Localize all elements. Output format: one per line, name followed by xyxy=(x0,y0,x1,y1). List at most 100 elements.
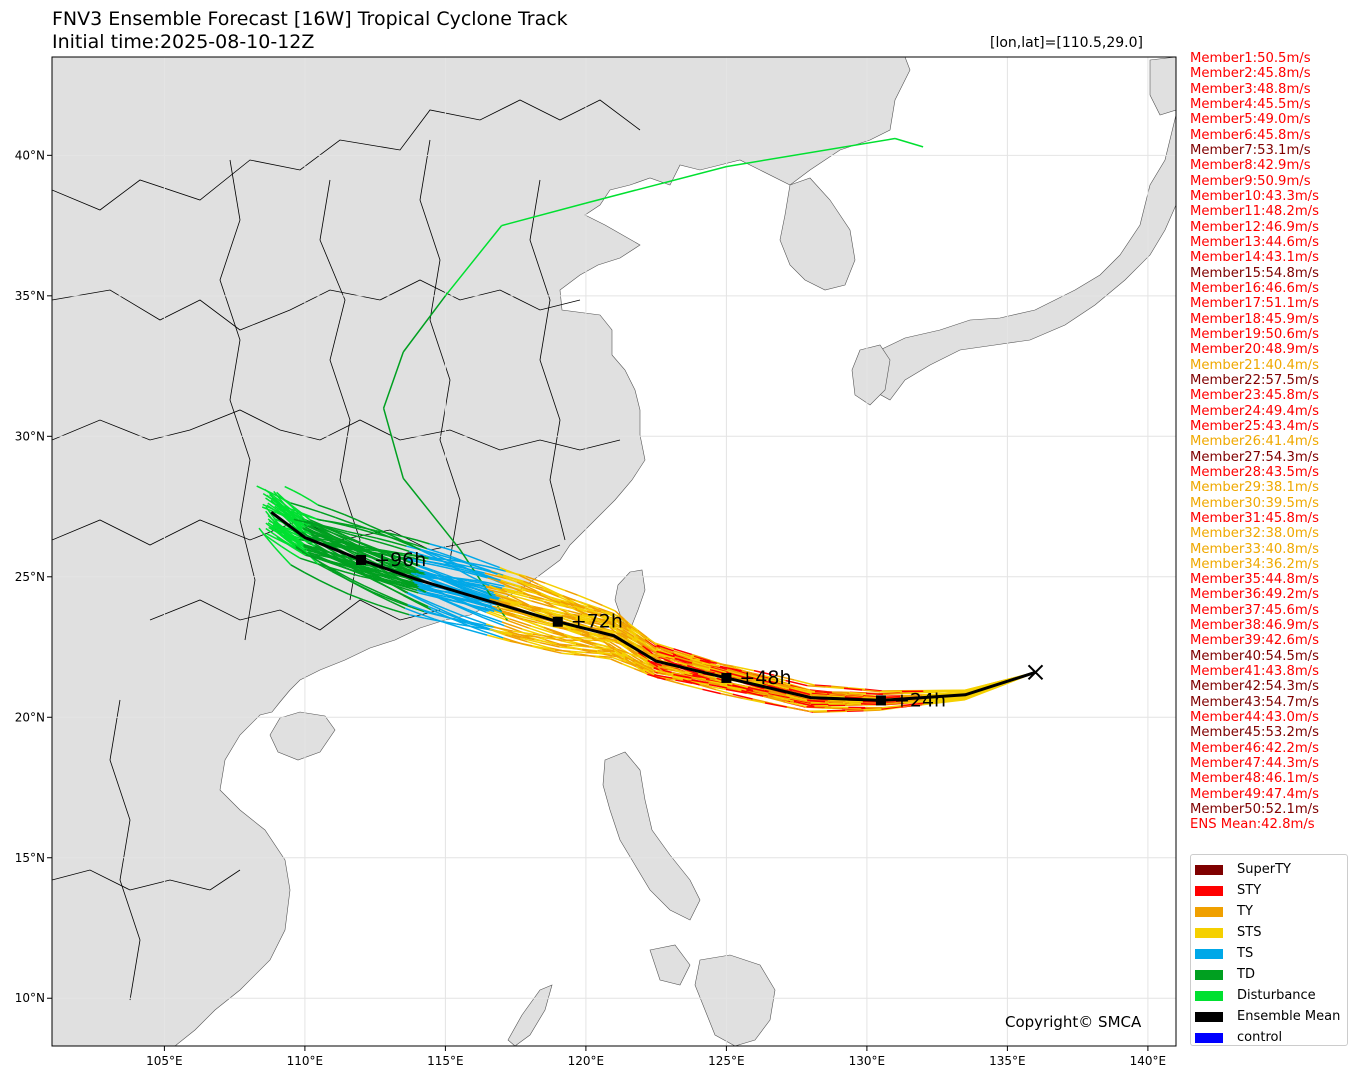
member-track-segment xyxy=(426,547,440,554)
lat-tick-label: 30°N xyxy=(15,429,45,443)
member-track-segment xyxy=(406,559,421,567)
member-track-segment xyxy=(575,643,590,648)
member-intensity-item: Member20:48.9m/s xyxy=(1190,342,1319,358)
legend-label: Disturbance xyxy=(1237,988,1316,1003)
member-track-segment xyxy=(773,695,795,703)
member-track-segment xyxy=(439,559,456,566)
member-track-segment xyxy=(431,592,447,598)
member-track-segment xyxy=(624,621,638,632)
member-track-segment xyxy=(588,632,604,638)
member-track-segment xyxy=(280,529,289,536)
member-intensity-item: Member31:45.8m/s xyxy=(1190,510,1319,526)
member-track-segment xyxy=(319,511,336,519)
member-track-segment xyxy=(923,700,945,705)
forecast-hour-label: +72h xyxy=(571,611,623,633)
member-track-segment xyxy=(335,529,351,536)
member-track-segment xyxy=(405,591,421,601)
member-track-segment xyxy=(383,550,399,556)
member-track-segment xyxy=(656,650,675,658)
member-track-segment xyxy=(332,532,349,542)
member-track-segment xyxy=(305,526,320,535)
member-track-segment xyxy=(256,485,266,491)
member-track-segment xyxy=(465,603,487,613)
member-track-segment xyxy=(338,545,355,556)
member-track-segment xyxy=(348,593,364,601)
member-track-segment xyxy=(543,598,565,606)
member-track-segment xyxy=(447,581,463,589)
legend-swatch xyxy=(1195,1032,1223,1043)
member-track-segment xyxy=(502,587,524,594)
member-track-segment xyxy=(343,566,359,574)
member-intensity-item: Member26:41.4m/s xyxy=(1190,434,1319,450)
member-track-segment xyxy=(654,651,673,658)
member-track-segment xyxy=(682,678,700,686)
member-track-segment xyxy=(611,656,622,662)
member-intensity-item: Member8:42.9m/s xyxy=(1190,158,1311,174)
member-track-segment xyxy=(637,653,649,662)
gridlines xyxy=(52,57,1176,1046)
member-track-segment xyxy=(790,687,812,695)
member-track-segment xyxy=(424,554,440,561)
member-track-segment xyxy=(581,648,598,653)
member-track-segment xyxy=(264,489,274,495)
member-track-segment xyxy=(281,504,291,514)
member-track-segment xyxy=(579,640,594,646)
member-track-segment xyxy=(299,513,310,518)
member-track-segment xyxy=(316,556,332,563)
member-track-segment xyxy=(387,580,403,587)
member-track-segment xyxy=(467,554,481,562)
member-track-segment xyxy=(480,614,503,623)
member-track-segment xyxy=(807,699,826,703)
member-track-segment xyxy=(265,522,275,531)
member-track-segment xyxy=(522,580,544,590)
member-track-segment xyxy=(632,658,645,666)
initial-time: Initial time:2025-08-10-12Z xyxy=(52,31,315,53)
member-track-segment xyxy=(320,553,335,560)
member-track-segment xyxy=(585,165,727,204)
member-track-segment xyxy=(416,602,432,611)
member-track-segment xyxy=(393,609,410,616)
member-intensity-item: Member4:45.5m/s xyxy=(1190,96,1311,112)
member-track-segment xyxy=(691,653,711,662)
member-track-segment xyxy=(655,646,675,654)
member-track-segment xyxy=(692,664,711,671)
legend-item: TY xyxy=(1191,901,1347,922)
member-intensity-item: Member35:44.8m/s xyxy=(1190,572,1319,588)
member-track-segment xyxy=(375,555,390,563)
member-track-segment xyxy=(317,525,334,534)
member-track-segment xyxy=(351,547,366,552)
member-track-segment xyxy=(863,708,882,711)
member-track-segment xyxy=(784,700,807,708)
member-track-segment xyxy=(831,691,849,694)
member-track-segment xyxy=(301,529,312,536)
member-track-segment xyxy=(455,605,471,613)
member-track-segment xyxy=(330,508,345,516)
member-track-segment xyxy=(903,691,925,695)
member-track-segment xyxy=(673,648,693,656)
member-track-segment xyxy=(602,629,617,634)
member-track-segment xyxy=(464,628,488,636)
member-track-segment xyxy=(388,558,405,566)
member-track-segment xyxy=(510,603,532,610)
member-track-segment xyxy=(285,518,297,529)
member-track-segment xyxy=(499,581,523,593)
legend-item: control xyxy=(1191,1027,1347,1048)
member-track-segment xyxy=(261,506,270,511)
member-track-segment xyxy=(794,679,815,686)
member-track-segment xyxy=(882,692,904,696)
member-track-segment xyxy=(768,692,790,699)
member-track-segment xyxy=(624,656,635,663)
member-track-segment xyxy=(720,692,743,700)
member-track-segment xyxy=(390,578,405,584)
member-track-segment xyxy=(402,295,447,353)
member-track-segment xyxy=(811,692,830,696)
member-track-segment xyxy=(692,674,710,680)
member-track-segment xyxy=(331,570,346,580)
member-track-segment xyxy=(789,696,812,703)
member-track-segment xyxy=(285,514,295,520)
member-track-segment xyxy=(567,609,583,616)
member-intensity-item: Member33:40.8m/s xyxy=(1190,541,1319,557)
member-track-segment xyxy=(388,560,403,569)
member-track-segment xyxy=(425,585,441,593)
